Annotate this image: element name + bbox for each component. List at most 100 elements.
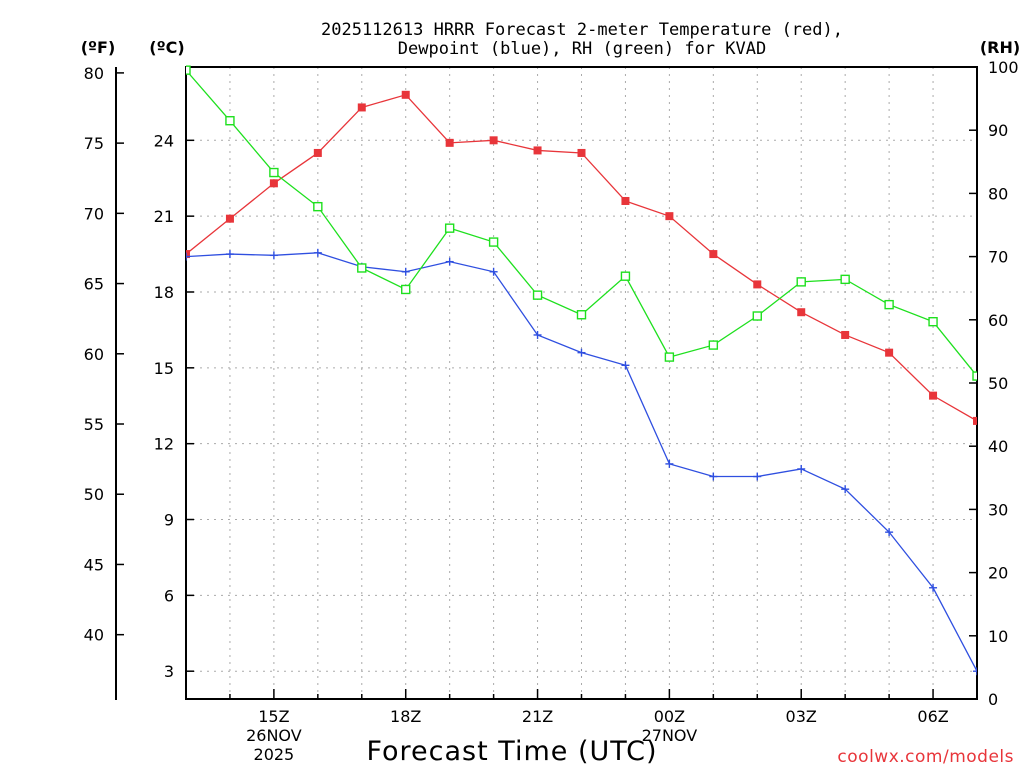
rh-tick-label: 70 [988,248,1008,267]
dewpoint-point [709,472,718,481]
dewpoint-point [841,485,850,494]
celsius-tick-label: 24 [154,131,174,150]
rh-point [444,223,455,233]
rh-point [269,167,279,178]
temperature-point [533,146,542,155]
rh-tick-label: 0 [988,690,998,709]
fahrenheit-unit-label: (ºF) [81,38,116,57]
temperature-point [269,179,278,188]
rh-point [357,263,367,273]
temperature-point [885,348,894,357]
fahrenheit-tick-label: 40 [84,626,104,645]
data-series [186,65,977,676]
dewpoint-point [797,464,806,473]
rh-tick-label: 10 [988,627,1008,646]
dewpoint-point [929,583,938,592]
temperature-point [225,214,234,223]
celsius-tick-label: 15 [154,359,174,378]
rh-point [401,284,411,295]
series-rh [186,65,977,381]
axes: 40 45 50 55 60 65 70 75 80 3 6 9 12 15 18 21 24 0 10 20 30 40… [84,58,1019,764]
dewpoint-point [577,348,586,357]
dewpoint-point [313,248,322,257]
chart-title-line1: 2025112613 HRRR Forecast 2-meter Tempera… [321,20,843,40]
celsius-tick-label: 6 [164,586,174,605]
temperature-point [445,138,454,147]
temperature-point [709,250,718,259]
rh-point [708,340,719,350]
rh-tick-label: 30 [988,500,1008,519]
x-tick-label: 06Z [917,707,948,726]
dewpoint-point [269,251,278,260]
date-label: 2025 [254,745,295,764]
x-tick-label: 03Z [786,707,817,726]
dewpoint-point [489,267,498,276]
fahrenheit-tick-label: 45 [84,555,104,574]
rh-tick-label: 90 [988,121,1008,140]
fahrenheit-tick-label: 60 [84,345,104,364]
dewpoint-point [186,252,190,261]
temperature-point [797,308,806,317]
dewpoint-point [885,528,894,537]
dewpoint-point [401,267,410,276]
date-label: 26NOV [246,726,302,745]
temperature-point [621,196,630,205]
rh-tick-label: 50 [988,374,1008,393]
temperature-point [973,416,977,425]
temperature-point [186,250,190,259]
temperature-point [489,136,498,145]
temperature-point [577,148,586,157]
rh-tick-label: 60 [988,311,1008,330]
rh-point [620,271,631,281]
rh-tick-label: 20 [988,564,1008,583]
x-tick-label: 21Z [522,707,553,726]
fahrenheit-tick-label: 80 [84,64,104,83]
chart-title-line2: Dewpoint (blue), RH (green) for KVAD [398,39,766,59]
rh-point [576,310,587,320]
dewpoint-point [753,472,762,481]
rh-point [186,65,191,75]
rh-point [225,116,235,126]
dewpoint-point [621,361,630,370]
rh-point [796,277,806,287]
temperature-point [313,148,322,157]
fahrenheit-tick-label: 50 [84,485,104,504]
celsius-tick-label: 12 [154,435,174,454]
rh-point [532,290,543,300]
rh-point [752,311,762,321]
series-temperature [186,90,977,425]
rh-point [928,316,938,327]
temperature-point [753,280,762,289]
rh-point [664,352,675,362]
rh-point [972,371,977,381]
x-tick-label: 18Z [390,707,421,726]
credit-text: coolwx.com/models [837,747,1014,767]
rh-unit-label: (RH) [980,38,1020,57]
celsius-tick-label: 9 [164,511,174,530]
dewpoint-point [665,459,674,468]
celsius-unit-label: (ºC) [149,38,184,57]
temperature-point [357,103,366,112]
fahrenheit-tick-label: 70 [84,204,104,223]
fahrenheit-tick-label: 65 [84,275,104,294]
temperature-point [841,330,850,339]
rh-point [488,237,499,247]
celsius-tick-label: 21 [154,207,174,226]
celsius-tick-label: 3 [164,662,174,681]
rh-tick-label: 80 [988,184,1008,203]
rh-tick-label: 100 [988,58,1019,77]
dewpoint-point [445,257,454,266]
fahrenheit-tick-label: 55 [84,415,104,434]
temperature-point [929,391,938,400]
date-label: 27NOV [642,726,698,745]
rh-tick-label: 40 [988,437,1008,456]
dewpoint-point [225,250,234,259]
temperature-point [401,90,410,99]
dewpoint-point [973,667,977,676]
x-tick-label: 00Z [654,707,685,726]
x-axis-label: Forecast Time (UTC) [366,736,657,767]
dewpoint-point [533,330,542,339]
rh-point [313,201,323,212]
celsius-tick-label: 18 [154,283,174,302]
